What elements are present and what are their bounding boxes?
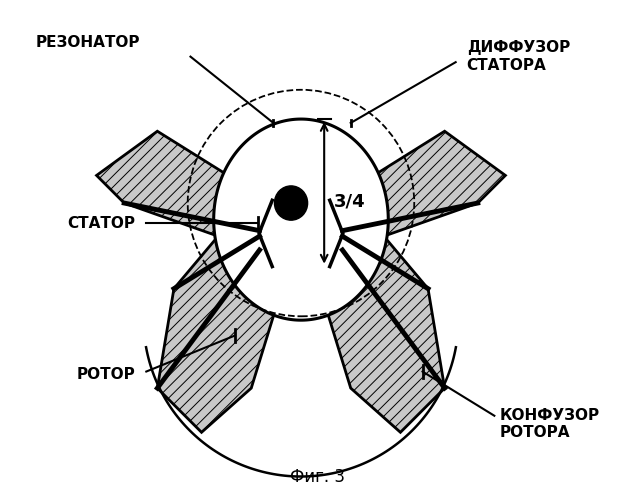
Text: СТАТОР: СТАТОР <box>67 216 135 231</box>
Polygon shape <box>97 131 272 236</box>
Polygon shape <box>157 236 273 432</box>
Text: 3/4: 3/4 <box>334 192 366 210</box>
Ellipse shape <box>275 186 308 220</box>
Polygon shape <box>213 119 388 320</box>
Text: Фиг. 3: Фиг. 3 <box>290 468 345 485</box>
Text: ДИФФУЗОР
СТАТОРА: ДИФФУЗОР СТАТОРА <box>466 40 570 73</box>
Text: КОНФУЗОР
РОТОРА: КОНФУЗОР РОТОРА <box>500 408 600 440</box>
Polygon shape <box>329 131 505 236</box>
Text: РЕЗОНАТОР: РЕЗОНАТОР <box>36 36 140 51</box>
Polygon shape <box>329 236 445 432</box>
Text: РОТОР: РОТОР <box>77 367 135 382</box>
